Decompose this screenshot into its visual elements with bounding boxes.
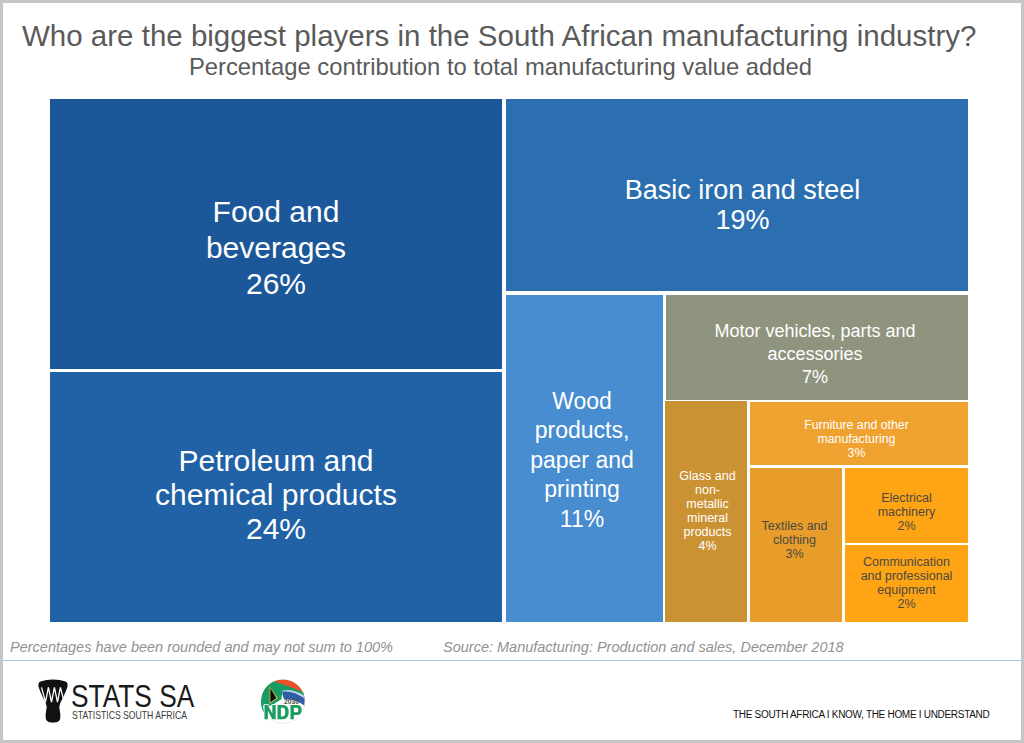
svg-text:2030: 2030 xyxy=(284,698,299,705)
